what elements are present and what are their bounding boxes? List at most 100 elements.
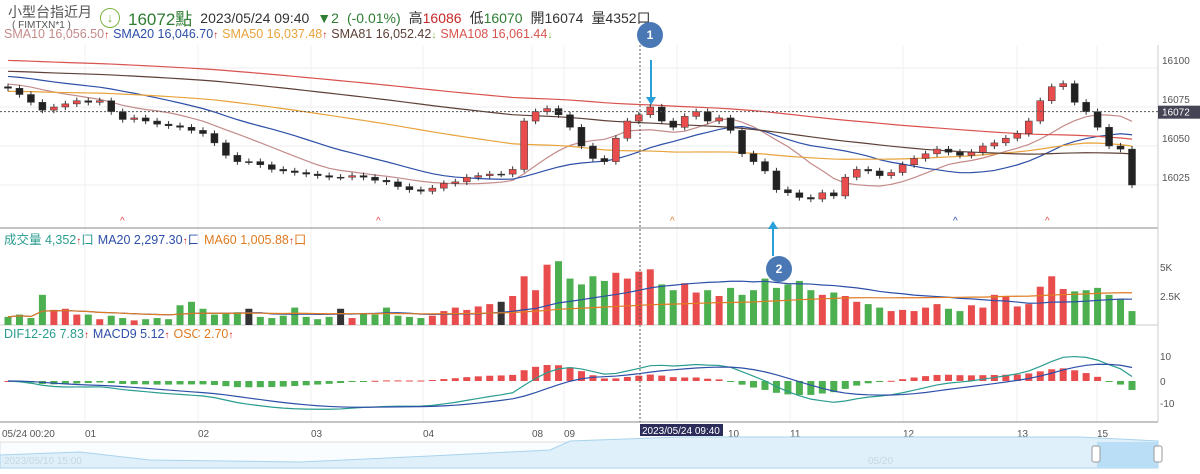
macd-tick-label: -10 bbox=[1160, 399, 1175, 410]
candle bbox=[1116, 145, 1125, 150]
volume-bar bbox=[314, 319, 322, 325]
macd-line bbox=[7, 363, 1133, 408]
volume-bar bbox=[795, 280, 803, 325]
osc-bar bbox=[153, 381, 161, 385]
annotation-arrowhead-1 bbox=[646, 97, 656, 105]
candle bbox=[726, 117, 735, 131]
volume-bar bbox=[360, 313, 368, 325]
volume_legend-item: 成交量 4,352↑口 bbox=[4, 233, 94, 247]
osc-bar bbox=[922, 376, 930, 381]
volume-bar bbox=[1117, 299, 1125, 325]
osc-bar bbox=[669, 377, 677, 381]
osc-bar bbox=[944, 374, 952, 381]
candle bbox=[417, 189, 425, 192]
candle bbox=[474, 175, 482, 178]
osc-bar bbox=[325, 381, 333, 384]
volume-bar bbox=[279, 315, 287, 325]
volume-bar bbox=[910, 311, 918, 325]
sma-item: SMA50 16,037.48↑ bbox=[222, 27, 328, 41]
volume-bar bbox=[1128, 311, 1136, 325]
volume-bar bbox=[646, 269, 654, 325]
volume-bar bbox=[268, 318, 276, 325]
osc-bar bbox=[738, 381, 746, 385]
candle bbox=[830, 192, 838, 197]
osc-bar bbox=[1048, 369, 1056, 381]
volume-bar bbox=[864, 304, 872, 325]
volume-bar bbox=[302, 316, 310, 325]
navigator-right-handle[interactable] bbox=[1153, 445, 1163, 463]
osc-bar bbox=[589, 375, 597, 381]
signal-marker: ^ bbox=[376, 216, 381, 227]
volume-bar bbox=[1071, 291, 1079, 325]
volume-bar bbox=[371, 314, 379, 325]
candle bbox=[715, 117, 723, 122]
candle bbox=[440, 183, 448, 189]
candle bbox=[921, 153, 930, 159]
sma-line bbox=[7, 59, 1133, 140]
dif-line bbox=[7, 355, 1133, 410]
osc-bar bbox=[360, 381, 368, 382]
osc-bar bbox=[84, 381, 92, 384]
osc-bar bbox=[256, 381, 264, 388]
candle bbox=[612, 137, 620, 162]
sma-line bbox=[7, 83, 1133, 187]
signal-marker: ^ bbox=[670, 216, 675, 227]
osc-bar bbox=[1105, 381, 1113, 382]
volume-bar bbox=[1105, 294, 1113, 325]
candle bbox=[313, 173, 322, 176]
volume-bar bbox=[807, 290, 815, 325]
annotation-badge-1[interactable]: 1 bbox=[637, 22, 663, 48]
x-tick-label: 08 bbox=[532, 429, 544, 440]
osc-bar bbox=[1117, 381, 1125, 385]
osc-bar bbox=[142, 381, 150, 385]
x-tick-label: 02 bbox=[198, 429, 210, 440]
candle bbox=[222, 142, 230, 156]
volume-bar bbox=[142, 319, 150, 325]
osc-bar bbox=[887, 380, 895, 382]
candle bbox=[107, 100, 115, 112]
volume-bar bbox=[474, 306, 482, 325]
volume-bar bbox=[15, 314, 23, 325]
quote-header: 小型台指近月( FIMTXN*1 ) ↓ 16072點 2023/05/24 0… bbox=[8, 4, 651, 31]
osc-bar bbox=[314, 381, 322, 385]
annotation-badge-2[interactable]: 2 bbox=[766, 256, 792, 282]
volume-bar bbox=[27, 318, 35, 325]
candle bbox=[497, 173, 505, 176]
navigator-left-handle[interactable] bbox=[1091, 445, 1101, 463]
osc-bar bbox=[841, 381, 849, 389]
osc-bar bbox=[727, 381, 735, 382]
candle bbox=[118, 111, 127, 120]
volume-bar bbox=[245, 308, 253, 325]
navigator-mid-label: 05/20 bbox=[868, 456, 893, 467]
annotation-arrowhead-2 bbox=[768, 221, 778, 229]
sma-line bbox=[7, 90, 1133, 160]
candle bbox=[703, 111, 712, 122]
x-tick-label: 10 bbox=[728, 429, 740, 440]
volume-bar bbox=[417, 318, 425, 325]
osc-bar bbox=[566, 367, 574, 381]
osc-bar bbox=[268, 381, 276, 388]
volume-bar bbox=[233, 312, 241, 325]
candle bbox=[405, 186, 414, 190]
volume-bar bbox=[922, 307, 930, 325]
candle bbox=[130, 117, 138, 120]
candle bbox=[325, 175, 333, 178]
candle bbox=[680, 116, 689, 128]
volume-bar bbox=[933, 304, 941, 325]
volume-bar bbox=[635, 271, 643, 325]
volume-bar bbox=[61, 308, 69, 325]
candle bbox=[543, 108, 551, 112]
candle bbox=[520, 120, 528, 170]
candle bbox=[658, 106, 666, 122]
candle bbox=[336, 176, 345, 179]
osc-bar bbox=[1128, 381, 1136, 390]
candle bbox=[841, 176, 850, 197]
osc-bar bbox=[417, 380, 425, 382]
sma-legend: SMA10 16,056.50↑ SMA20 16,046.70↑ SMA50 16… bbox=[4, 27, 556, 41]
download-icon[interactable]: ↓ bbox=[100, 7, 120, 28]
candle bbox=[463, 176, 471, 183]
osc-bar bbox=[956, 375, 964, 381]
x-tick-label: 05/24 00:20 bbox=[2, 429, 55, 440]
volume-bar bbox=[1082, 290, 1090, 325]
